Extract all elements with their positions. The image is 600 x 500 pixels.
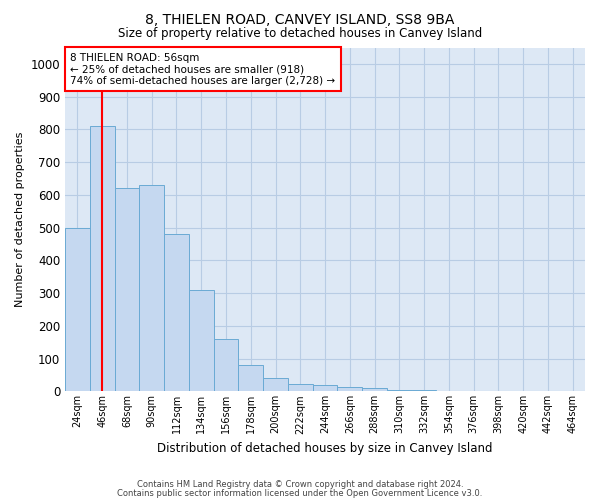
Text: 8, THIELEN ROAD, CANVEY ISLAND, SS8 9BA: 8, THIELEN ROAD, CANVEY ISLAND, SS8 9BA bbox=[145, 12, 455, 26]
Bar bbox=[436, 390, 461, 392]
Text: 8 THIELEN ROAD: 56sqm
← 25% of detached houses are smaller (918)
74% of semi-det: 8 THIELEN ROAD: 56sqm ← 25% of detached … bbox=[70, 52, 335, 86]
Bar bbox=[65, 228, 90, 392]
Y-axis label: Number of detached properties: Number of detached properties bbox=[15, 132, 25, 307]
Bar bbox=[263, 378, 288, 392]
Text: Contains HM Land Registry data © Crown copyright and database right 2024.: Contains HM Land Registry data © Crown c… bbox=[137, 480, 463, 489]
Bar bbox=[313, 386, 337, 392]
Bar bbox=[214, 339, 238, 392]
Bar bbox=[139, 185, 164, 392]
Text: Contains public sector information licensed under the Open Government Licence v3: Contains public sector information licen… bbox=[118, 488, 482, 498]
X-axis label: Distribution of detached houses by size in Canvey Island: Distribution of detached houses by size … bbox=[157, 442, 493, 455]
Text: Size of property relative to detached houses in Canvey Island: Size of property relative to detached ho… bbox=[118, 28, 482, 40]
Bar bbox=[362, 388, 387, 392]
Bar bbox=[412, 390, 436, 392]
Bar bbox=[164, 234, 189, 392]
Bar bbox=[189, 290, 214, 392]
Bar bbox=[90, 126, 115, 392]
Bar bbox=[337, 388, 362, 392]
Bar bbox=[387, 390, 412, 392]
Bar bbox=[238, 365, 263, 392]
Bar bbox=[115, 188, 139, 392]
Bar bbox=[288, 384, 313, 392]
